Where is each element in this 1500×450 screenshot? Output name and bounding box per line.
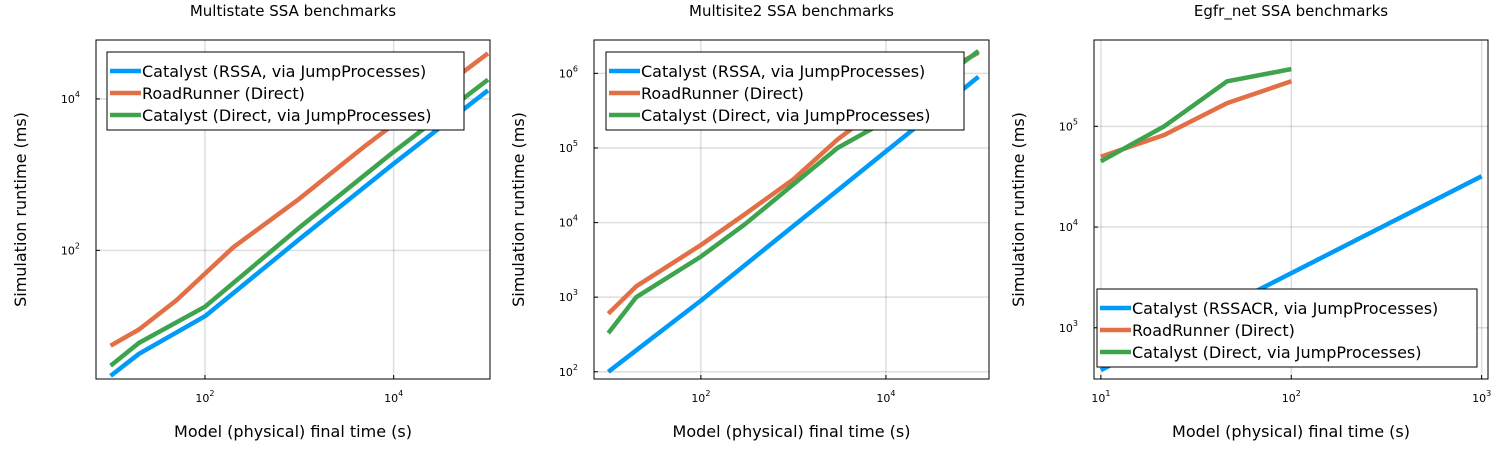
legend-label: RoadRunner (Direct) — [641, 84, 804, 103]
x-tick-label: 103 — [1472, 389, 1491, 405]
legend-label: Catalyst (Direct, via JumpProcesses) — [641, 106, 931, 125]
chart-title: Egfr_net SSA benchmarks — [1194, 2, 1388, 21]
legend: Catalyst (RSSA, via JumpProcesses) RoadRu… — [106, 51, 465, 131]
x-tick-label: 104 — [384, 389, 403, 405]
x-axis-label: Model (physical) final time (s) — [1172, 422, 1410, 441]
x-tick-label: 101 — [1091, 389, 1110, 405]
series-line-2 — [109, 51, 490, 348]
y-axis-label: Simulation runtime (ms) — [509, 112, 528, 307]
legend-label: RoadRunner (Direct) — [1132, 321, 1295, 340]
legend-label: Catalyst (RSSA, via JumpProcesses) — [142, 62, 426, 81]
legend: Catalyst (RSSACR, via JumpProcesses) Road… — [1096, 288, 1478, 368]
series-line-3 — [109, 77, 490, 368]
plot-frame — [593, 39, 990, 380]
y-tick-label: 104 — [1059, 218, 1078, 234]
y-tick-label: 103 — [559, 288, 578, 304]
y-axis-label: Simulation runtime (ms) — [11, 112, 30, 307]
legend-label: Catalyst (RSSACR, via JumpProcesses) — [1132, 299, 1438, 318]
x-axis-label: Model (physical) final time (s) — [673, 422, 911, 441]
legend-label: Catalyst (RSSA, via JumpProcesses) — [641, 62, 925, 81]
legend-label: RoadRunner (Direct) — [142, 84, 305, 103]
chart-panel-3: 101 102 103 103 104 105 Egfr_net SSA benchmark… — [1009, 2, 1491, 441]
x-tick-label: 102 — [691, 389, 710, 405]
chart-panel-1: 102 104 102 104 Multistate SSA benchmarks Mod… — [11, 2, 491, 441]
series-line-3 — [1099, 66, 1292, 164]
x-tick-label: 102 — [195, 389, 214, 405]
y-tick-label: 103 — [1059, 319, 1078, 335]
plot-frame — [95, 39, 491, 380]
legend: Catalyst (RSSA, via JumpProcesses) RoadRu… — [605, 51, 965, 131]
legend-box — [106, 51, 465, 131]
y-tick-label: 106 — [559, 64, 578, 80]
x-tick-label: 104 — [876, 389, 895, 405]
y-tick-label: 102 — [559, 363, 578, 379]
x-tick-label: 102 — [1282, 389, 1301, 405]
y-tick-label: 102 — [61, 241, 80, 257]
x-axis-label: Model (physical) final time (s) — [174, 422, 412, 441]
legend-label: Catalyst (Direct, via JumpProcesses) — [142, 106, 432, 125]
chart-title: Multistate SSA benchmarks — [190, 2, 396, 20]
legend-box — [605, 51, 965, 131]
y-tick-label: 104 — [61, 90, 80, 106]
legend-label: Catalyst (Direct, via JumpProcesses) — [1132, 343, 1422, 362]
chart-title: Multisite2 SSA benchmarks — [689, 2, 894, 20]
y-tick-label: 104 — [559, 214, 578, 230]
y-axis-label: Simulation runtime (ms) — [1009, 112, 1028, 307]
y-tick-label: 105 — [559, 139, 578, 155]
chart-panel-2: 102 104 102 103 104 105 106 Multisite2 SSA benc… — [509, 2, 990, 441]
series-line-1 — [109, 88, 490, 378]
legend-box — [1096, 288, 1478, 368]
y-tick-label: 105 — [1059, 117, 1078, 133]
